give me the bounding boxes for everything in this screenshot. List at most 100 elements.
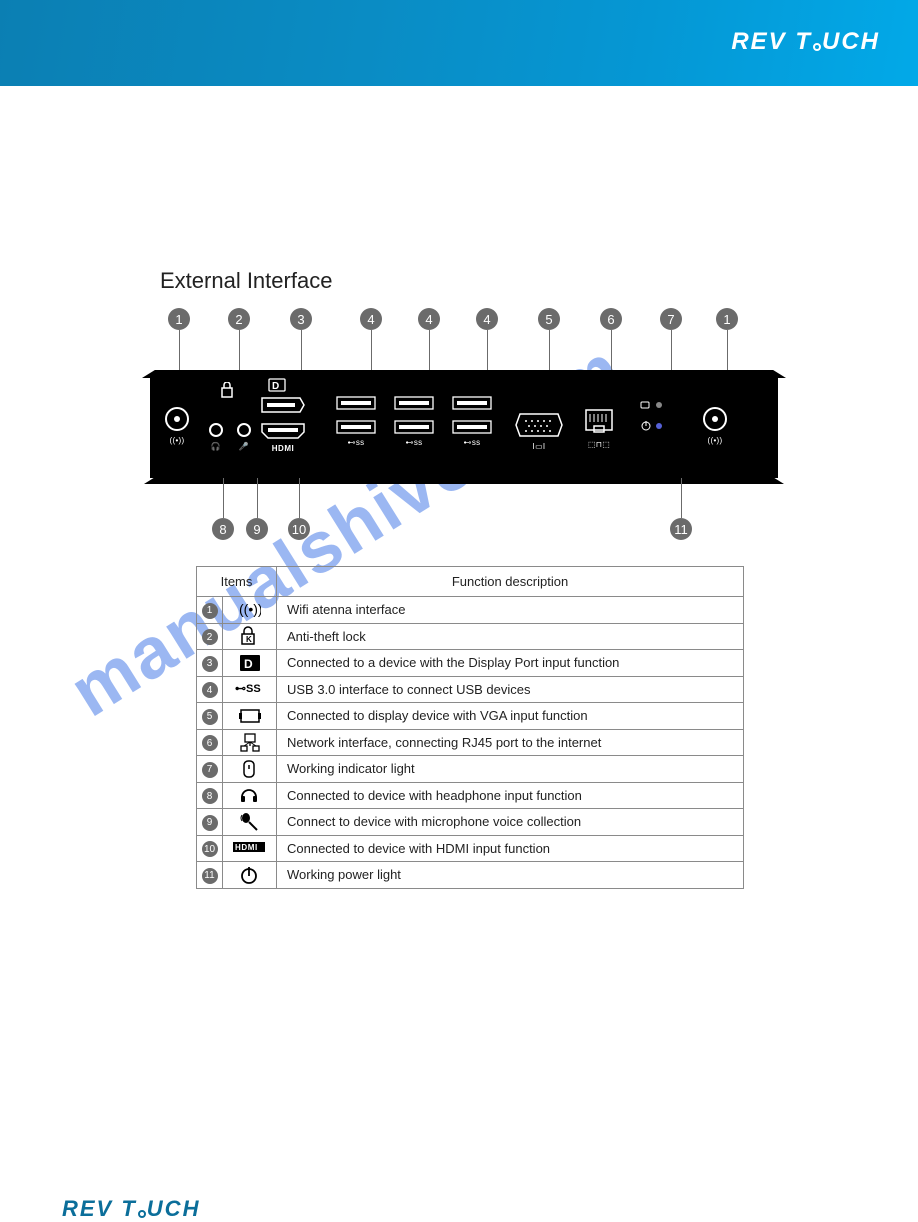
row-desc: Connected to device with HDMI input func…: [277, 835, 744, 862]
usb-port-icon: [394, 396, 434, 410]
row-icon-mic: [223, 809, 277, 836]
callout-7: 7: [660, 308, 682, 374]
brand-logo-footer: REV T UCH: [62, 1196, 200, 1222]
callout-badge: 1: [168, 308, 190, 330]
row-number: 3: [197, 650, 223, 677]
callout-1: 1: [168, 308, 190, 374]
wifi-label: ((•)): [170, 436, 185, 445]
row-desc: Connected to device with headphone input…: [277, 782, 744, 809]
hdd-indicator-icon: [640, 400, 652, 410]
device-rear-panel: ((•)) 🎧 🎤 D HDMI ⊷: [150, 376, 778, 478]
callout-badge: 7: [660, 308, 682, 330]
row-desc: Working indicator light: [277, 756, 744, 783]
row-desc: Anti-theft lock: [277, 623, 744, 650]
table-row: 2 Anti-theft lock: [197, 623, 744, 650]
brand-o-icon: [138, 1210, 146, 1218]
row-desc: Wifi atenna interface: [277, 597, 744, 624]
row-number: 8: [197, 782, 223, 809]
dp-logo-icon: D: [268, 378, 286, 392]
usb-port-icon: [336, 420, 376, 434]
row-number: 4: [197, 676, 223, 703]
table-row: 8 Connected to device with headphone inpu…: [197, 782, 744, 809]
callout-3: 3: [290, 308, 312, 374]
mic-jack-icon: [236, 422, 252, 438]
row-number: 11: [197, 862, 223, 889]
row-icon-power: [223, 862, 277, 889]
table-row: 11 Working power light: [197, 862, 744, 889]
lock-top-icon: [220, 382, 234, 398]
power-indicator-icon: [640, 420, 652, 432]
callout-badge: 4: [418, 308, 440, 330]
callout-4: 4: [360, 308, 382, 374]
callout-10: 10: [288, 478, 310, 540]
brand-text-2: UCH: [822, 28, 880, 56]
row-icon-lock: [223, 623, 277, 650]
interface-diagram: 1234445671 ((•)) 🎧 🎤 D: [150, 308, 790, 548]
brand-text-1: REV T: [62, 1196, 137, 1222]
callout-5: 5: [538, 308, 560, 374]
rj45-port-icon: [584, 408, 614, 436]
table-row: 3Connected to a device with the Display …: [197, 650, 744, 677]
header-banner: REV T UCH: [0, 0, 918, 86]
dp-port-icon: [260, 396, 306, 414]
callout-badge: 2: [228, 308, 250, 330]
table-row: 6 Network interface, connecting RJ45 port…: [197, 729, 744, 756]
interface-table: Items Function description 1 Wifi atenna …: [196, 566, 744, 889]
usb-port-icon: [336, 396, 376, 410]
section-title: External Interface: [160, 268, 332, 294]
callout-1: 1: [716, 308, 738, 374]
callout-badge: 11: [670, 518, 692, 540]
callout-2: 2: [228, 308, 250, 374]
usb-port-icon: [452, 396, 492, 410]
brand-text-1: REV T: [731, 28, 812, 56]
callout-badge: 3: [290, 308, 312, 330]
callout-9: 9: [246, 478, 268, 540]
row-desc: Connect to device with microphone voice …: [277, 809, 744, 836]
headphone-jack-icon: [208, 422, 224, 438]
callout-badge: 5: [538, 308, 560, 330]
usb-port-icon: [394, 420, 434, 434]
table-row: 10 Connected to device with HDMI input fu…: [197, 835, 744, 862]
row-icon-vga: [223, 703, 277, 730]
header-items: Items: [197, 567, 277, 597]
hdmi-port-icon: [260, 422, 306, 440]
row-number: 6: [197, 729, 223, 756]
row-number: 7: [197, 756, 223, 783]
brand-text-2: UCH: [147, 1196, 201, 1222]
table-row: 7 Working indicator light: [197, 756, 744, 783]
wifi-antenna-port-icon: [164, 406, 190, 432]
table-header-row: Items Function description: [197, 567, 744, 597]
callout-4: 4: [476, 308, 498, 374]
row-desc: Connected to display device with VGA inp…: [277, 703, 744, 730]
row-icon-hdmi: [223, 835, 277, 862]
row-icon-indicator: [223, 756, 277, 783]
row-number: 2: [197, 623, 223, 650]
callout-badge: 4: [476, 308, 498, 330]
callout-badge: 8: [212, 518, 234, 540]
vga-port-icon: [514, 412, 564, 438]
callout-11: 11: [670, 478, 692, 540]
brand-o-icon: [813, 43, 821, 51]
row-icon-headphone: [223, 782, 277, 809]
row-number: 10: [197, 835, 223, 862]
table-row: 9 Connect to device with microphone voice…: [197, 809, 744, 836]
row-number: 5: [197, 703, 223, 730]
callout-badge: 1: [716, 308, 738, 330]
row-icon-usb3: [223, 676, 277, 703]
row-number: 1: [197, 597, 223, 624]
callout-4: 4: [418, 308, 440, 374]
wifi-antenna-port-icon: [702, 406, 728, 432]
row-number: 9: [197, 809, 223, 836]
row-desc: Network interface, connecting RJ45 port …: [277, 729, 744, 756]
table-row: 4 USB 3.0 interface to connect USB device…: [197, 676, 744, 703]
header-desc: Function description: [277, 567, 744, 597]
callout-8: 8: [212, 478, 234, 540]
callout-badge: 6: [600, 308, 622, 330]
table-row: 1 Wifi atenna interface: [197, 597, 744, 624]
callout-badge: 10: [288, 518, 310, 540]
table-row: 5 Connected to display device with VGA in…: [197, 703, 744, 730]
row-desc: Working power light: [277, 862, 744, 889]
callout-badge: 9: [246, 518, 268, 540]
row-icon-dp: [223, 650, 277, 677]
row-desc: USB 3.0 interface to connect USB devices: [277, 676, 744, 703]
